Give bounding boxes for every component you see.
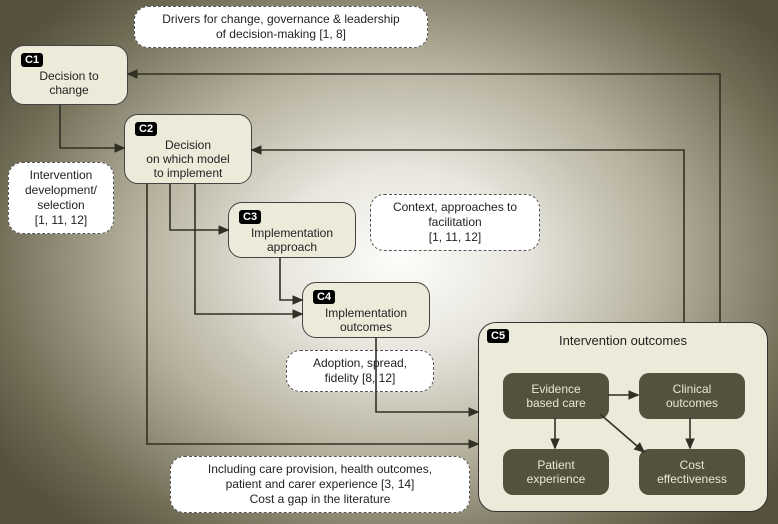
sub-patient: Patientexperience	[503, 449, 609, 495]
label-c1: Decision tochange	[21, 69, 117, 97]
node-c4: C4 Implementationoutcomes	[302, 282, 430, 338]
callout-context: Context, approaches tofacilitation[1, 11…	[370, 194, 540, 251]
node-c2: C2 Decisionon which modelto implement	[124, 114, 252, 184]
node-c5: C5 Intervention outcomes Evidencebased c…	[478, 322, 768, 512]
c5-title: Intervention outcomes	[479, 333, 767, 348]
node-c1: C1 Decision tochange	[10, 45, 128, 105]
callout-intervention-sel: Interventiondevelopment/selection[1, 11,…	[8, 162, 114, 234]
callout-outcomes-lit: Including care provision, health outcome…	[170, 456, 470, 513]
sub-clinical: Clinicaloutcomes	[639, 373, 745, 419]
label-c2: Decisionon which modelto implement	[135, 138, 241, 180]
callout-adoption: Adoption, spread,fidelity [8, 12]	[286, 350, 434, 392]
tag-c1: C1	[21, 53, 43, 67]
sub-cost: Costeffectiveness	[639, 449, 745, 495]
sub-evidence: Evidencebased care	[503, 373, 609, 419]
tag-c2: C2	[135, 122, 157, 136]
node-c3: C3 Implementationapproach	[228, 202, 356, 258]
label-c4: Implementationoutcomes	[313, 306, 419, 334]
label-c3: Implementationapproach	[239, 226, 345, 254]
tag-c3: C3	[239, 210, 261, 224]
callout-drivers: Drivers for change, governance & leaders…	[134, 6, 428, 48]
tag-c4: C4	[313, 290, 335, 304]
